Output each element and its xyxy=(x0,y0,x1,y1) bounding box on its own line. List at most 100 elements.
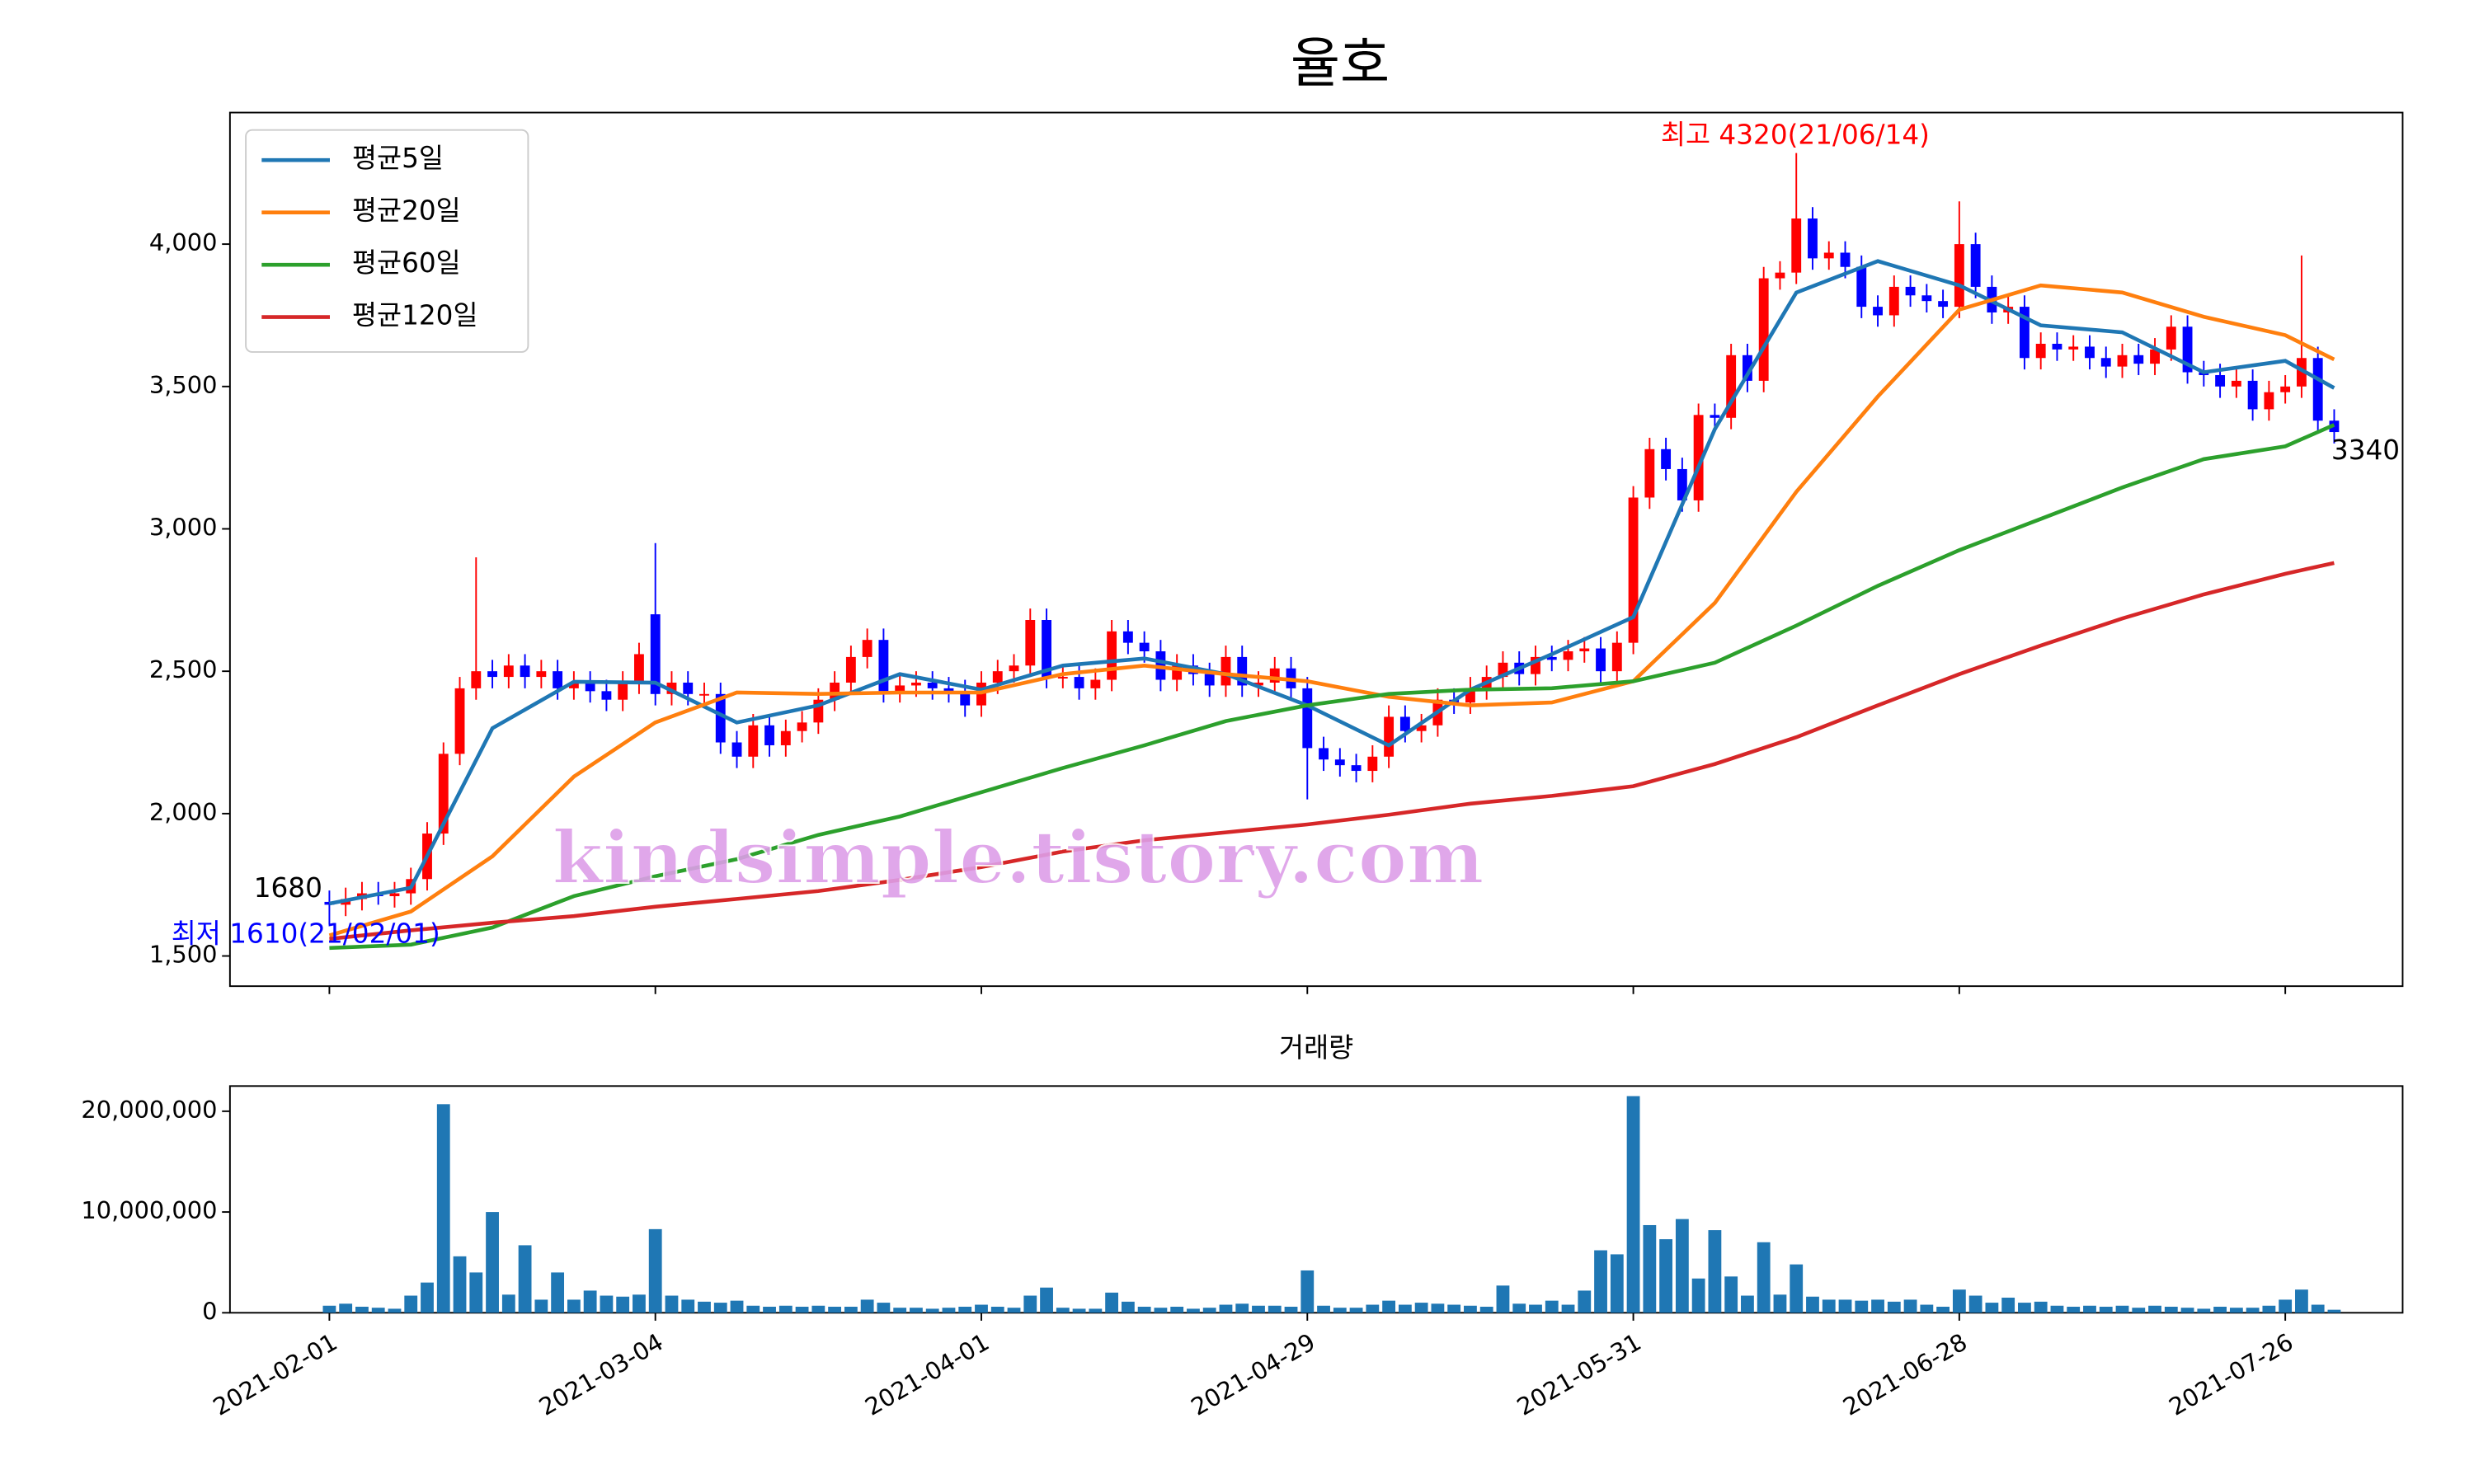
y-tick-label: 3,500 xyxy=(149,371,218,399)
volume-bar xyxy=(2262,1305,2276,1313)
volume-bar xyxy=(1578,1290,1592,1313)
volume-bar xyxy=(844,1306,858,1313)
candle-body xyxy=(715,693,726,743)
candle-body xyxy=(1025,619,1036,666)
candle-body xyxy=(764,725,774,745)
candle-body xyxy=(1791,218,1802,273)
candle-body xyxy=(1742,355,1752,381)
volume-bar xyxy=(1023,1295,1037,1313)
candle-body xyxy=(2052,343,2062,350)
volume-bar xyxy=(567,1299,581,1313)
legend-label: 평균5일 xyxy=(352,143,444,174)
volume-bar xyxy=(1594,1250,1607,1313)
volume-bar xyxy=(1464,1305,1477,1313)
candle-body xyxy=(699,693,709,696)
candle-body xyxy=(1009,665,1019,672)
volume-bar xyxy=(1790,1264,1804,1313)
volume-bar xyxy=(404,1295,418,1313)
volume-bar xyxy=(2295,1289,2308,1313)
annotation: 최저 1610(21/02/01) xyxy=(172,918,440,950)
candle-body xyxy=(1808,218,1818,259)
volume-bar xyxy=(811,1305,825,1313)
volume-bar xyxy=(1040,1287,1053,1313)
candle-body xyxy=(1042,619,1051,678)
volume-bar xyxy=(1072,1308,1086,1313)
candle-body xyxy=(2247,380,2258,410)
candle-body xyxy=(731,742,742,757)
volume-bar xyxy=(600,1295,614,1313)
volume-bar xyxy=(2001,1297,2015,1313)
candle-body xyxy=(1905,286,1916,296)
volume-bar xyxy=(910,1308,923,1313)
volume-bar xyxy=(1333,1308,1347,1313)
candle-body xyxy=(1938,301,1949,308)
volume-bar xyxy=(877,1303,891,1313)
volume-bar xyxy=(1903,1299,1917,1313)
price-axes-frame xyxy=(228,111,2404,988)
volume-bar xyxy=(1512,1303,1526,1313)
x-tick-label: 2021-02-01 xyxy=(209,1327,342,1421)
volume-bar xyxy=(698,1301,711,1313)
volume-bar xyxy=(893,1308,907,1313)
volume-bar xyxy=(1170,1306,1184,1313)
volume-bar xyxy=(1545,1300,1559,1313)
volume-bar xyxy=(1447,1304,1461,1313)
volume-bar xyxy=(371,1308,385,1313)
volume-bar xyxy=(2148,1305,2161,1313)
ma-line xyxy=(329,423,2335,951)
candle-body xyxy=(1253,682,1263,686)
volume-bar xyxy=(1268,1305,1282,1313)
x-tick-label: 2021-04-01 xyxy=(860,1327,994,1421)
y-tick-label: 20,000,000 xyxy=(81,1096,217,1124)
candle-body xyxy=(797,722,807,731)
volume-bar xyxy=(860,1299,874,1313)
volume-bar xyxy=(322,1305,336,1313)
candle-body xyxy=(2280,386,2291,392)
volume-bar xyxy=(436,1104,450,1313)
volume-bar xyxy=(1936,1306,1950,1313)
volume-bar xyxy=(763,1306,776,1313)
candle-body xyxy=(1954,244,1964,308)
annotation: 1680 xyxy=(254,872,322,904)
candle-body xyxy=(1661,448,1672,469)
candle-body xyxy=(1465,688,1475,703)
x-tick-label: 2021-04-29 xyxy=(1186,1327,1319,1421)
volume-bar xyxy=(2050,1305,2064,1313)
volume-bar xyxy=(1202,1308,1216,1313)
volume-bar xyxy=(713,1303,727,1313)
volume-bar xyxy=(1643,1224,1657,1313)
candle-body xyxy=(1710,415,1720,418)
candle-body xyxy=(1921,295,1932,302)
candle-body xyxy=(1563,650,1573,660)
volume-bar xyxy=(355,1306,369,1313)
candle-body xyxy=(1546,656,1557,660)
volume-title: 거래량 xyxy=(1279,1032,1353,1064)
candle-body xyxy=(471,671,482,688)
candle-body xyxy=(601,691,612,700)
volume-bar xyxy=(1154,1308,1168,1313)
volume-bar xyxy=(1968,1295,1982,1313)
watermark: kindsimple.tistory.com xyxy=(553,815,1484,900)
candle-body xyxy=(666,682,677,694)
candle-body xyxy=(862,640,872,657)
volume-bar xyxy=(942,1308,956,1313)
volume-bar xyxy=(1089,1308,1103,1313)
candle-body xyxy=(911,682,921,686)
candle-body xyxy=(960,691,971,706)
volume-bar xyxy=(1561,1304,1575,1313)
volume-bar xyxy=(2018,1303,2031,1313)
volume-bar xyxy=(2229,1308,2243,1313)
candle-body xyxy=(650,614,661,694)
y-tick-label: 2,500 xyxy=(149,655,218,683)
ma-line xyxy=(328,259,2335,906)
volume-bar xyxy=(828,1306,842,1313)
candle-body xyxy=(454,688,465,754)
volume-bar xyxy=(2180,1308,2194,1313)
volume-bar xyxy=(746,1305,760,1313)
candle-body xyxy=(2117,355,2128,367)
candle-body xyxy=(2019,307,2030,359)
legend-label: 평균60일 xyxy=(352,247,461,279)
volume-bar xyxy=(2099,1306,2113,1313)
volume-bar xyxy=(1675,1219,1689,1313)
